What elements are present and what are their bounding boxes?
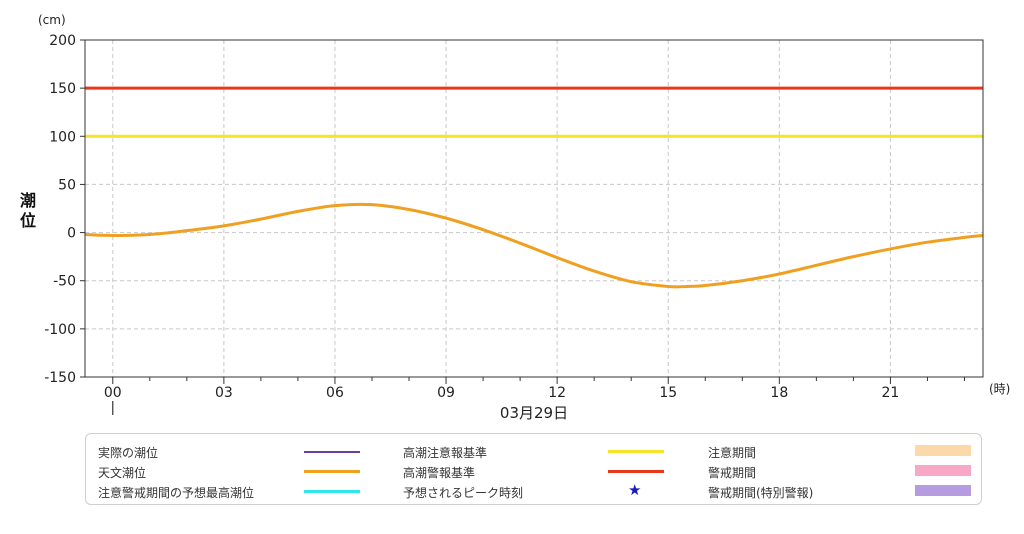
x-tick-label: 06 bbox=[326, 385, 344, 401]
x-tick-label: 15 bbox=[659, 385, 677, 401]
y-tick-label: -150 bbox=[44, 370, 76, 386]
legend-swatch-caution-criterion bbox=[608, 450, 664, 453]
date-label: 03月29日 bbox=[500, 404, 568, 422]
star-icon: ★ bbox=[628, 481, 642, 499]
y-tick-label: 50 bbox=[58, 177, 76, 193]
plot-frame bbox=[84, 39, 984, 378]
y-tick-label: 150 bbox=[49, 81, 76, 97]
x-tick-label: 09 bbox=[437, 385, 455, 401]
y-tick-label: 200 bbox=[49, 33, 76, 49]
legend-swatch-caution-period bbox=[915, 445, 971, 456]
legend-label-special-alarm-period: 警戒期間(特別警報) bbox=[708, 486, 814, 500]
legend-swatch-alarm-criterion bbox=[608, 470, 664, 473]
x-tick-label: 18 bbox=[770, 385, 788, 401]
y-tick-label: 0 bbox=[67, 226, 76, 242]
legend-swatch-actual-tide bbox=[304, 451, 360, 453]
legend-label-forecast-max-tide: 注意警戒期間の予想最高潮位 bbox=[98, 486, 255, 500]
y-axis-label: 潮位 bbox=[20, 191, 36, 230]
legend-swatch-astronomical-tide bbox=[304, 470, 360, 473]
legend-swatch-alarm-period bbox=[915, 465, 971, 476]
x-tick-label: 21 bbox=[882, 385, 900, 401]
legend-label-actual-tide: 実際の潮位 bbox=[98, 446, 159, 460]
legend: 実際の潮位 天文潮位 注意警戒期間の予想最高潮位 高潮注意報基準 高潮警報基準 … bbox=[85, 433, 982, 505]
tide-chart: 200 150 100 50 0 -50 -100 -150 00 03 06 09 12 15 18 21 0… bbox=[20, 13, 1010, 422]
x-tick-label: 12 bbox=[548, 385, 566, 401]
series-line-astronomical-tide bbox=[84, 202, 984, 289]
x-tick-label: 03 bbox=[215, 385, 233, 401]
legend-label-astronomical-tide: 天文潮位 bbox=[98, 466, 147, 480]
legend-label-caution-criterion: 高潮注意報基準 bbox=[403, 446, 488, 460]
legend-label-alarm-criterion: 高潮警報基準 bbox=[403, 466, 476, 480]
legend-label-caution-period: 注意期間 bbox=[708, 446, 757, 460]
y-unit-label: (cm) bbox=[38, 13, 66, 27]
legend-swatch-forecast-max-tide bbox=[304, 490, 360, 493]
legend-label-alarm-period: 警戒期間 bbox=[708, 466, 757, 480]
legend-label-peak-time: 予想されるピーク時刻 bbox=[403, 486, 524, 500]
y-tick-label: 100 bbox=[49, 129, 76, 145]
y-tick-label: -100 bbox=[44, 322, 76, 338]
x-tick-label: 00 bbox=[104, 385, 122, 401]
x-unit-label: (時) bbox=[989, 382, 1010, 396]
y-tick-label: -50 bbox=[53, 274, 76, 290]
legend-swatch-special-alarm-period bbox=[915, 485, 971, 496]
